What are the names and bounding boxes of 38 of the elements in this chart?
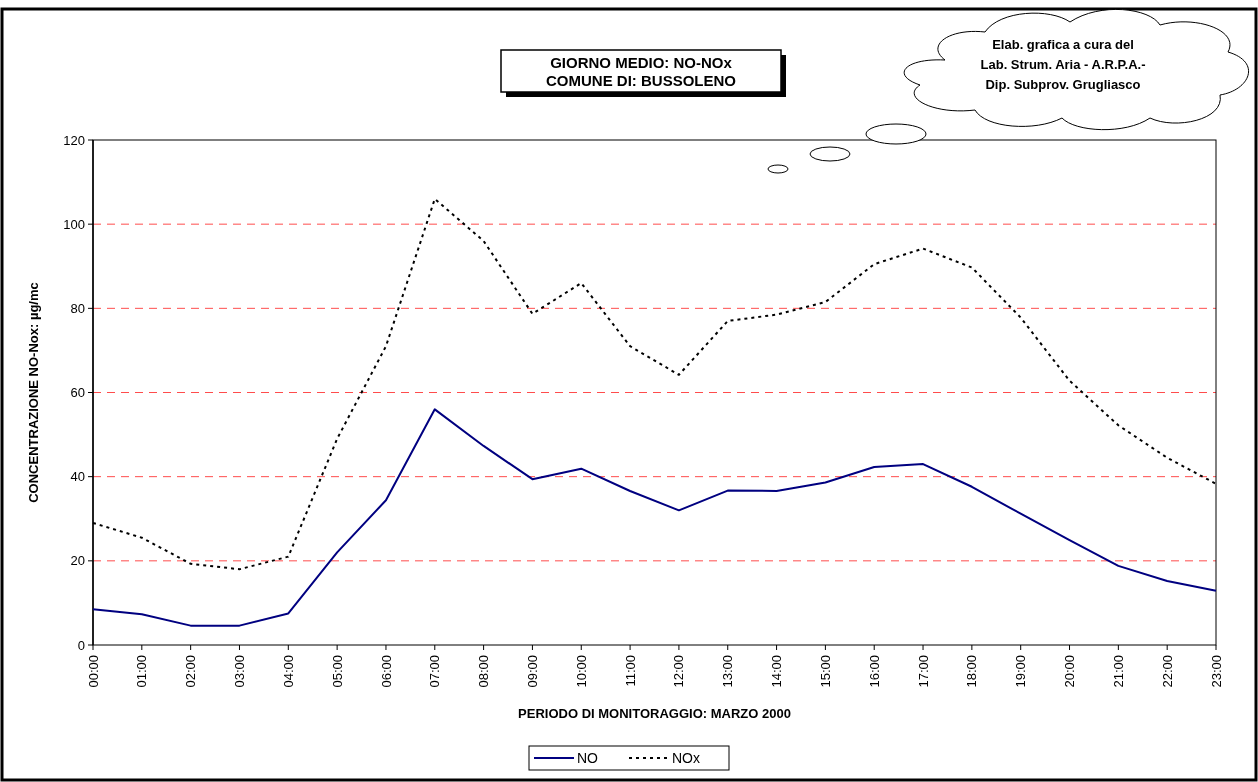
x-tick-label: 18:00 — [964, 655, 980, 688]
x-tick-label: 21:00 — [1110, 655, 1126, 688]
x-tick-label: 22:00 — [1159, 655, 1175, 688]
x-tick-label: 04:00 — [280, 655, 296, 688]
y-axis-title: CONCENTRAZIONE NO-Nox: µg/mc — [26, 282, 41, 503]
x-tick-label: 00:00 — [85, 655, 101, 688]
legend-label: NO — [577, 749, 599, 766]
y-tick-label: 40 — [70, 469, 85, 485]
text: Elab. grafica a cura del Lab. Strum. Aria - A.R.P.A.- Dip. Subprov. Grugliasco — [980, 37, 1146, 92]
x-tick-label: 10:00 — [573, 655, 589, 688]
line-series — [92, 408, 1217, 627]
x-tick-label: 17:00 — [915, 655, 931, 688]
x-tick-label: 06:00 — [378, 655, 394, 688]
legend-label: NOx — [672, 749, 700, 766]
x-tick-label: 03:00 — [232, 655, 248, 688]
y-tick-label: 60 — [70, 385, 85, 401]
x-tick-label: 23:00 — [1208, 655, 1224, 688]
x-tick-label: 11:00 — [622, 655, 638, 687]
chart-title: GIORNO MEDIO: NO-NOx COMUNE DI: BUSSOLENO — [545, 54, 737, 89]
x-tick-label: 13:00 — [720, 655, 736, 688]
x-tick-label: 09:00 — [524, 655, 540, 688]
x-tick-label: 02:00 — [183, 655, 199, 688]
x-tick-label: 01:00 — [134, 655, 150, 688]
x-tick-label: 19:00 — [1013, 655, 1029, 688]
x-tick-label: 20:00 — [1062, 655, 1078, 688]
x-tick-label: 16:00 — [866, 655, 882, 688]
x-tick-label: 12:00 — [671, 655, 687, 688]
y-tick-label: 80 — [70, 300, 85, 316]
y-tick-label: 20 — [70, 553, 85, 569]
y-tick-label: 0 — [77, 637, 85, 653]
y-tick-label: 120 — [63, 132, 85, 148]
x-tick-label: 08:00 — [476, 655, 492, 688]
x-tick-label: 07:00 — [427, 655, 443, 688]
x-axis-title: PERIODO DI MONITORAGGIO: MARZO 2000 — [518, 706, 791, 721]
x-tick-label: 14:00 — [769, 655, 785, 688]
x-tick-label: 15:00 — [817, 655, 833, 688]
y-tick-label: 100 — [63, 216, 85, 232]
x-tick-label: 05:00 — [329, 655, 345, 688]
